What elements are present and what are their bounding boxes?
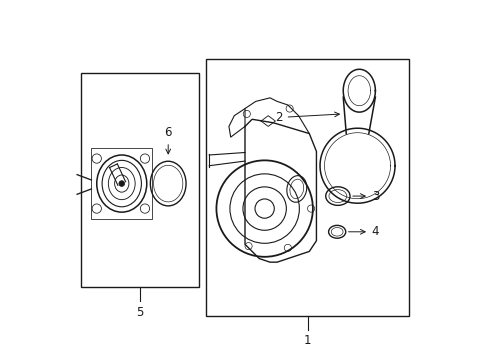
Text: 3: 3 (353, 190, 379, 203)
Bar (92, 148, 152, 219)
Text: 4: 4 (348, 225, 379, 238)
Text: 6: 6 (165, 126, 172, 154)
Text: 2: 2 (275, 111, 340, 124)
Text: 1: 1 (304, 334, 311, 347)
Text: 5: 5 (136, 306, 143, 319)
Bar (81, 73, 198, 287)
Circle shape (119, 181, 124, 186)
Bar (206, 59, 409, 316)
